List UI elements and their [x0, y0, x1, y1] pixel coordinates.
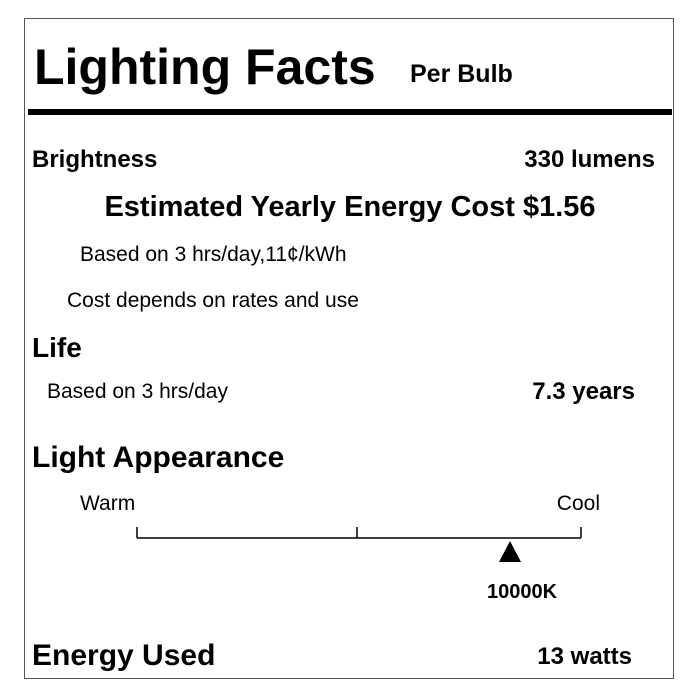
brightness-value: 330 lumens	[524, 146, 655, 173]
cool-label: Cool	[556, 492, 600, 515]
life-value: 7.3 years	[532, 378, 635, 405]
energy-used-label: Energy Used	[32, 639, 216, 672]
life-label: Life	[32, 332, 82, 363]
appearance-value: 10000K	[486, 581, 558, 603]
subtitle: Per Bulb	[410, 60, 513, 88]
energy-cost-basis: Based on 3 hrs/day,11¢/kWh	[80, 243, 347, 266]
life-basis: Based on 3 hrs/day	[47, 380, 228, 403]
title-rule	[28, 109, 672, 115]
warm-label: Warm	[80, 492, 136, 515]
energy-used-value: 13 watts	[537, 643, 632, 670]
title: Lighting Facts	[34, 39, 376, 95]
energy-cost: Estimated Yearly Energy Cost $1.56	[104, 191, 596, 223]
appearance-marker	[499, 541, 521, 562]
brightness-label: Brightness	[32, 146, 158, 173]
light-appearance-label: Light Appearance	[32, 441, 285, 474]
label-border	[24, 18, 674, 679]
scale-lines	[136, 527, 582, 539]
energy-cost-note: Cost depends on rates and use	[67, 289, 359, 312]
